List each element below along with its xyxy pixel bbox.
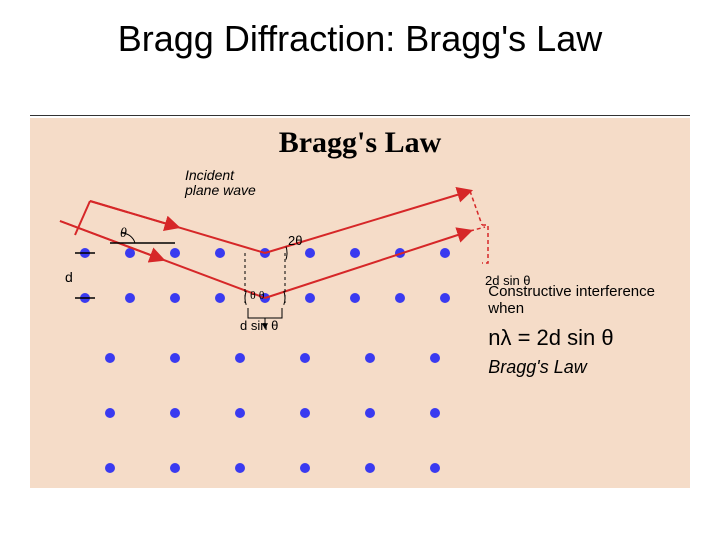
- slide-title: Bragg Diffraction: Bragg's Law: [0, 18, 720, 60]
- label-d-sin-theta: d sin θ: [240, 318, 278, 333]
- lattice-dots: [80, 248, 450, 473]
- label-theta-theta: θ θ: [250, 288, 265, 303]
- diagram-panel: Bragg's Law Incidentplane wave θ d 2θ θ …: [30, 118, 690, 488]
- guides: [75, 233, 282, 328]
- label-theta: θ: [120, 226, 127, 242]
- formula-block: Constructive interferencewhen nλ = 2d si…: [488, 283, 655, 378]
- bragg-law-name: Bragg's Law: [488, 357, 655, 378]
- constructive-interference-text: Constructive interferencewhen: [488, 283, 655, 317]
- label-two-theta: 2θ: [288, 233, 302, 248]
- divider: [30, 115, 690, 116]
- diagram-title: Bragg's Law: [30, 126, 690, 160]
- label-d: d: [65, 269, 73, 285]
- label-incident: Incidentplane wave: [185, 168, 256, 199]
- rays: [60, 191, 488, 305]
- bragg-equation: nλ = 2d sin θ: [488, 325, 655, 351]
